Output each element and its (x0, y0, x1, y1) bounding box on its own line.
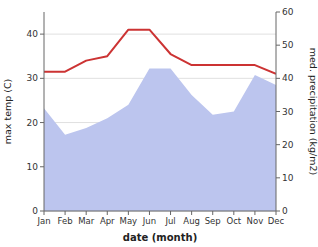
x-tick (107, 211, 108, 215)
chart-container: 0 10 20 30 40 0 10 20 30 40 50 60 Jan Feb Mar Apr May Jun… (0, 0, 318, 247)
x-tick (254, 211, 255, 215)
x-tick-label: Apr (100, 216, 115, 226)
y2-axis-title: med. precipitation (kg/m2) (308, 48, 318, 175)
x-tick (276, 211, 277, 215)
x-tick-label: Dec (268, 216, 285, 226)
x-tick-label: Jun (142, 216, 156, 226)
x-tick (128, 211, 129, 215)
x-axis-title: date (month) (123, 232, 197, 243)
y2-tick (276, 78, 280, 79)
y2-tick-label: 10 (282, 173, 294, 183)
x-tick (149, 211, 150, 215)
x-tick (44, 211, 45, 215)
grid (44, 34, 276, 211)
y2-tick (276, 45, 280, 46)
x-tick-label: Feb (58, 216, 73, 226)
x-tick-label: Jan (36, 216, 50, 226)
y-tick (40, 211, 44, 212)
y2-tick-label: 30 (282, 107, 294, 117)
y-tick (40, 122, 44, 123)
grid-line (44, 211, 276, 212)
y2-tick-label: 40 (282, 73, 294, 83)
x-tick (212, 211, 213, 215)
x-tick-label: May (120, 216, 138, 226)
y-tick-label: 20 (27, 118, 39, 128)
y-tick (40, 78, 44, 79)
chart: 0 10 20 30 40 0 10 20 30 40 50 60 Jan Feb Mar Apr May Jun… (0, 0, 318, 247)
y2-tick-label: 0 (282, 206, 288, 216)
x-tick (170, 211, 171, 215)
x-tick-label: Mar (78, 216, 95, 226)
area (44, 68, 276, 211)
x-axis-line (44, 211, 276, 212)
x-tick-label: Aug (183, 216, 200, 226)
y-tick (40, 166, 44, 167)
y2-tick-label: 50 (282, 40, 294, 50)
axes: 0 10 20 30 40 0 10 20 30 40 50 60 Jan Feb Mar Apr May Jun… (27, 7, 294, 226)
y2-tick (276, 177, 280, 178)
y2-tick-label: 60 (282, 7, 294, 17)
line (44, 30, 276, 74)
y-tick-label: 30 (27, 73, 39, 83)
y2-tick-label: 20 (282, 140, 294, 150)
y-axis-title: max temp (C) (2, 79, 13, 145)
y-axis-line (44, 12, 45, 211)
y2-tick (276, 12, 280, 13)
x-tick (233, 211, 234, 215)
x-tick-label: Oct (226, 216, 241, 226)
y-tick-label: 10 (27, 162, 39, 172)
y-tick (40, 34, 44, 35)
x-tick-label: Jul (164, 216, 175, 226)
y2-tick (276, 111, 280, 112)
x-tick-label: Nov (247, 216, 264, 226)
y-tick-label: 40 (27, 29, 39, 39)
x-tick (191, 211, 192, 215)
y2-tick (276, 211, 280, 212)
x-tick (86, 211, 87, 215)
x-tick (65, 211, 66, 215)
y-tick-label: 0 (32, 206, 38, 216)
y2-tick (276, 144, 280, 145)
plot-marks (44, 30, 276, 211)
x-tick-label: Sep (205, 216, 221, 226)
grid-line (44, 34, 276, 35)
